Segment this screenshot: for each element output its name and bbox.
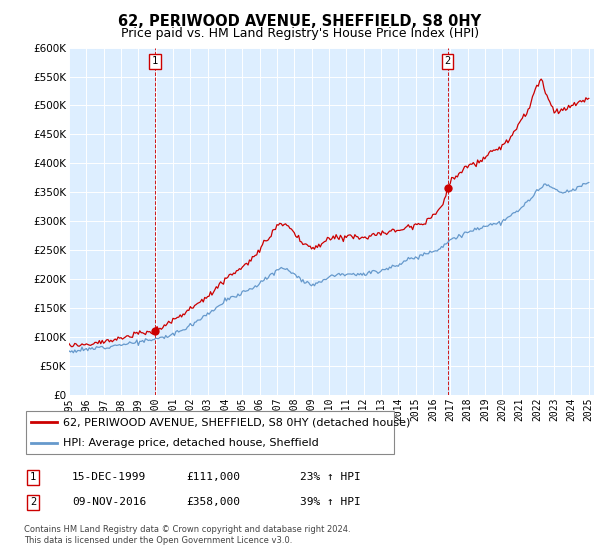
- FancyBboxPatch shape: [26, 411, 394, 454]
- Text: 15-DEC-1999: 15-DEC-1999: [72, 472, 146, 482]
- Text: 2: 2: [445, 57, 451, 66]
- Text: Price paid vs. HM Land Registry's House Price Index (HPI): Price paid vs. HM Land Registry's House …: [121, 27, 479, 40]
- Text: 1: 1: [30, 472, 36, 482]
- Text: 09-NOV-2016: 09-NOV-2016: [72, 497, 146, 507]
- Text: 2: 2: [30, 497, 36, 507]
- Text: 62, PERIWOOD AVENUE, SHEFFIELD, S8 0HY: 62, PERIWOOD AVENUE, SHEFFIELD, S8 0HY: [118, 14, 482, 29]
- Text: £111,000: £111,000: [186, 472, 240, 482]
- Text: 39% ↑ HPI: 39% ↑ HPI: [300, 497, 361, 507]
- Text: 23% ↑ HPI: 23% ↑ HPI: [300, 472, 361, 482]
- Text: 62, PERIWOOD AVENUE, SHEFFIELD, S8 0HY (detached house): 62, PERIWOOD AVENUE, SHEFFIELD, S8 0HY (…: [63, 417, 410, 427]
- Text: £358,000: £358,000: [186, 497, 240, 507]
- Text: Contains HM Land Registry data © Crown copyright and database right 2024.
This d: Contains HM Land Registry data © Crown c…: [24, 525, 350, 545]
- Text: 1: 1: [152, 57, 158, 66]
- Text: HPI: Average price, detached house, Sheffield: HPI: Average price, detached house, Shef…: [63, 438, 319, 448]
